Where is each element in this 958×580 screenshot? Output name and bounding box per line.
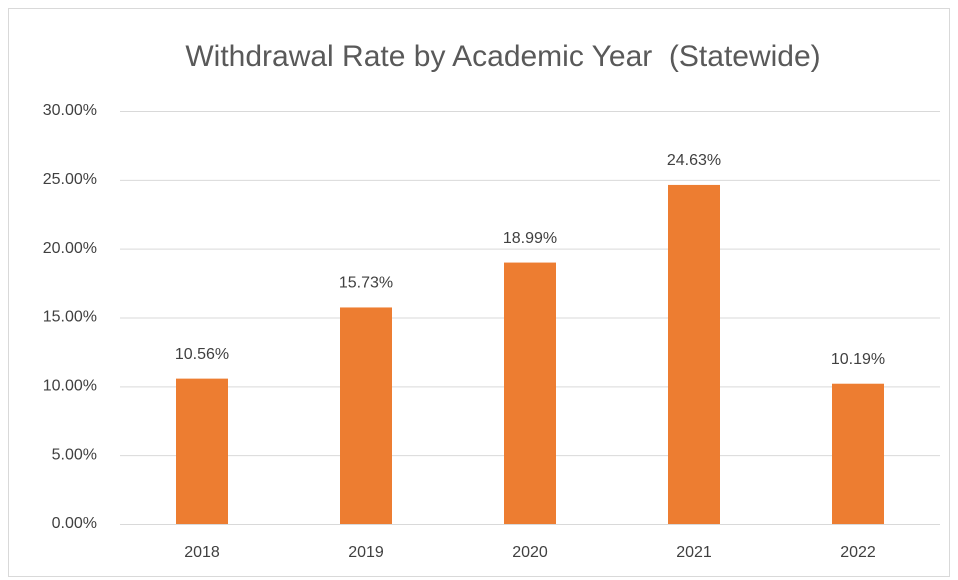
data-label: 18.99%	[503, 230, 557, 247]
data-label: 15.73%	[339, 275, 393, 292]
data-label: 24.63%	[667, 152, 721, 169]
x-tick-label: 2021	[676, 544, 712, 561]
data-label: 10.56%	[175, 346, 229, 363]
y-tick-label: 0.00%	[52, 515, 97, 532]
bar	[340, 307, 392, 524]
bar	[832, 383, 884, 524]
y-tick-label: 10.00%	[43, 378, 97, 395]
x-tick-label: 2022	[840, 544, 876, 561]
y-tick-label: 20.00%	[43, 240, 97, 257]
bar	[668, 184, 720, 524]
y-tick-label: 25.00%	[43, 171, 97, 188]
bar	[504, 262, 556, 524]
chart-title: Withdrawal Rate by Academic Year (Statew…	[185, 40, 820, 73]
y-tick-label: 30.00%	[43, 102, 97, 119]
x-tick-label: 2018	[184, 544, 220, 561]
chart-border	[8, 8, 950, 577]
bar	[176, 378, 228, 524]
x-tick-label: 2020	[512, 544, 548, 561]
y-tick-label: 5.00%	[52, 446, 97, 463]
x-tick-label: 2019	[348, 544, 384, 561]
data-label: 10.19%	[831, 351, 885, 368]
y-tick-label: 15.00%	[43, 309, 97, 326]
